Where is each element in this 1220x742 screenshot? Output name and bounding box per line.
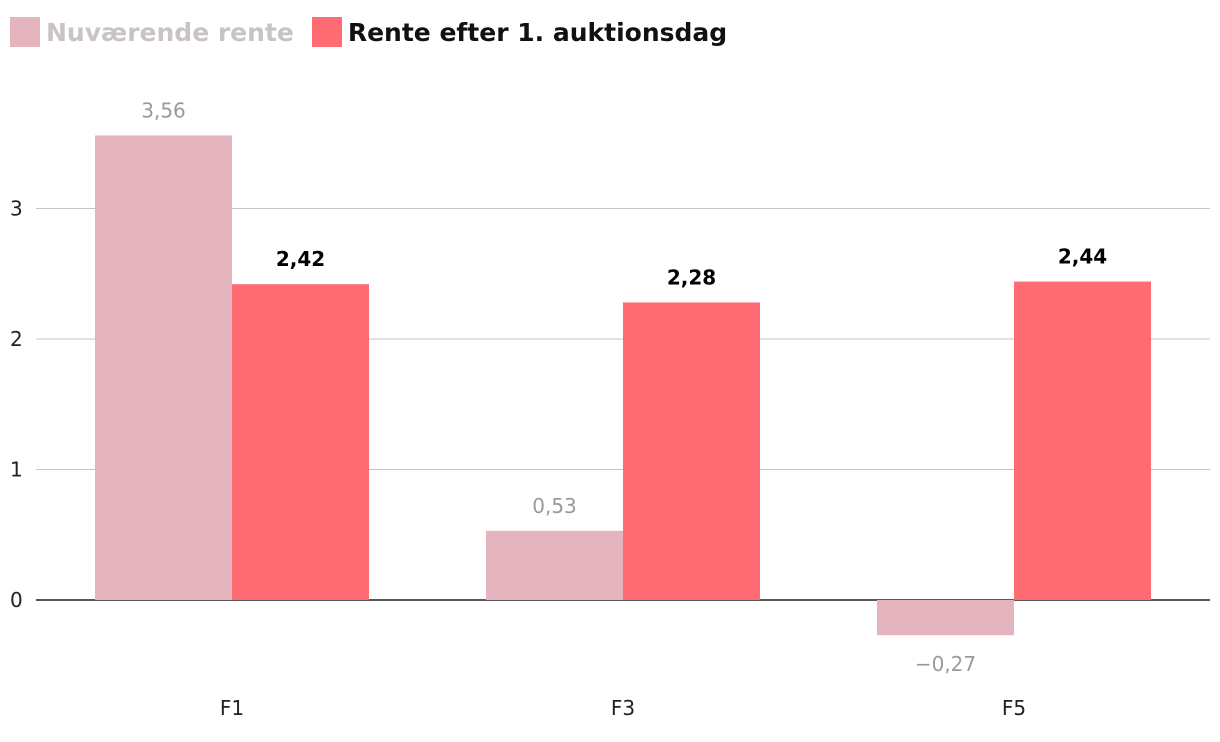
legend-label-current-rate: Nuværende rente (46, 17, 294, 47)
data-label-f1-series-2: 2,42 (276, 247, 325, 271)
data-label-f1-series-1: 3,56 (141, 98, 186, 122)
data-label-f5-series-2: 2,44 (1058, 245, 1107, 269)
bar-f3-series-1 (486, 530, 623, 600)
x-tick-label-f1: F1 (220, 696, 244, 720)
bar-f5-series-1 (877, 600, 1014, 636)
y-tick-label-2: 2 (10, 327, 23, 351)
data-label-f3-series-1: 0,53 (532, 494, 577, 518)
y-tick-label-1: 1 (10, 458, 23, 482)
x-tick-label-f5: F5 (1002, 696, 1026, 720)
bar-f5-series-2 (1014, 281, 1151, 600)
y-tick-label-3: 3 (10, 197, 23, 221)
y-tick-label-0: 0 (10, 588, 23, 612)
legend-label-rate-after-auction: Rente efter 1. auktionsdag (347, 17, 728, 47)
data-label-f3-series-2: 2,28 (667, 265, 716, 289)
data-label-f5-series-1: −0,27 (915, 652, 976, 676)
x-tick-label-f3: F3 (611, 696, 635, 720)
legend-swatch-current-rate (10, 17, 40, 47)
legend-item-rate-after-auction: Rente efter 1. auktionsdag (311, 17, 728, 47)
legend-swatch-rate-after-auction (311, 17, 342, 47)
bar-f3-series-2 (623, 302, 760, 600)
legend: Nuværende rente Rente efter 1. auktionsd… (10, 14, 745, 50)
legend-item-current-rate: Nuværende rente (10, 17, 294, 47)
bar-f1-series-1 (95, 135, 232, 601)
bar-f1-series-2 (232, 284, 369, 600)
